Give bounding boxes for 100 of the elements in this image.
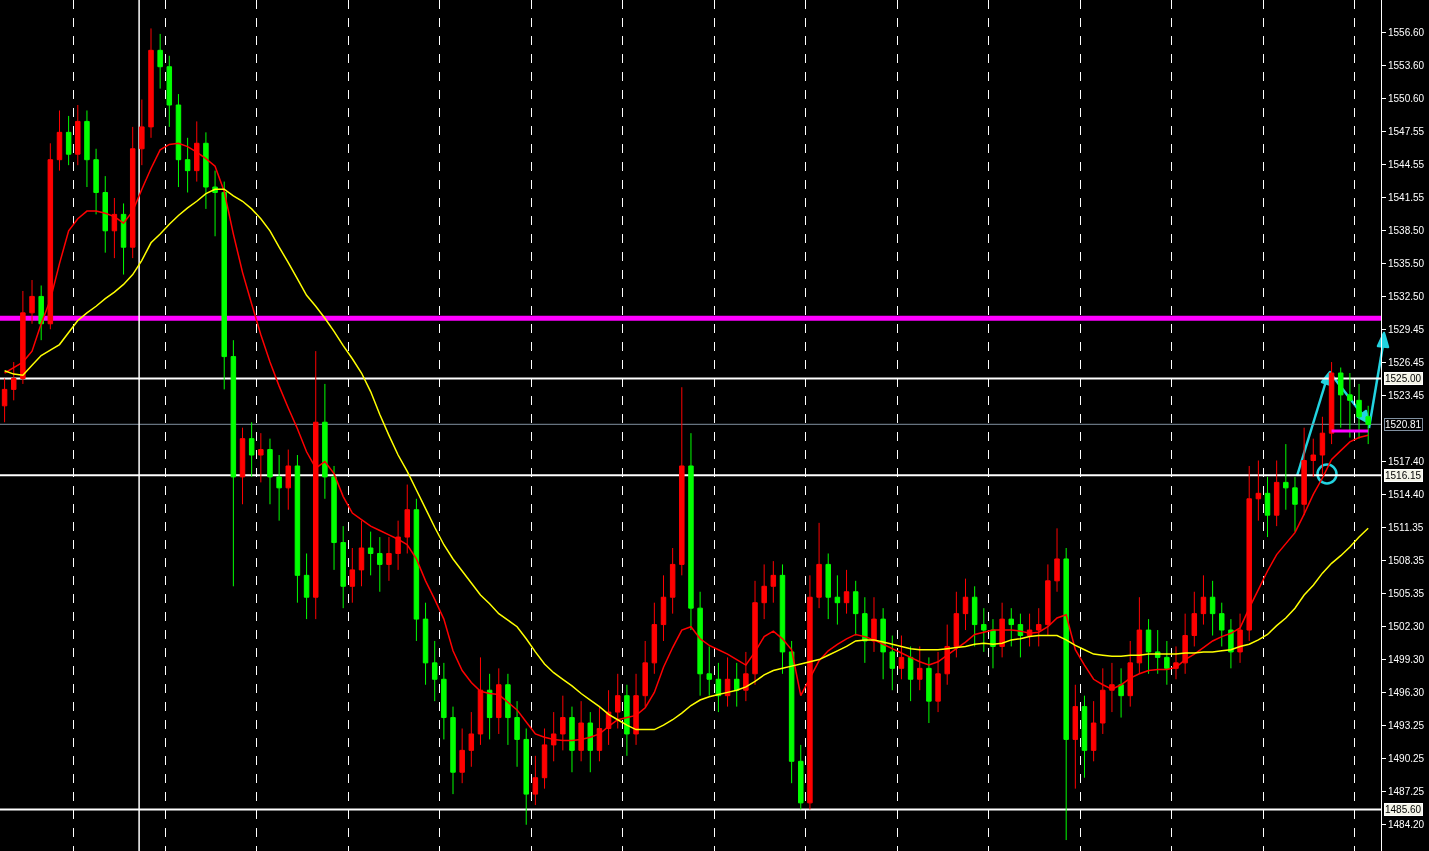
candlestick xyxy=(1072,684,1079,790)
y-tick-label: 1496.30 xyxy=(1388,686,1425,698)
candlestick xyxy=(441,662,447,740)
candlestick xyxy=(505,673,511,746)
candlestick xyxy=(377,536,383,593)
candlestick xyxy=(1164,640,1170,686)
candlestick xyxy=(779,563,786,675)
candlestick xyxy=(413,498,420,642)
candlestick xyxy=(871,596,877,653)
candlestick xyxy=(615,673,621,729)
candlestick xyxy=(93,148,99,215)
candlestick xyxy=(386,536,392,582)
candlestick xyxy=(1136,596,1143,675)
candlestick xyxy=(175,93,182,188)
y-tick-label: 1502.30 xyxy=(1388,621,1425,633)
candlestick xyxy=(898,635,905,680)
candlestick xyxy=(1008,607,1015,647)
candlestick xyxy=(303,552,310,620)
y-tick-label: 1511.35 xyxy=(1388,522,1424,534)
candlestick xyxy=(1283,443,1289,511)
candlestick xyxy=(907,645,914,702)
y-tick-label: 1523.45 xyxy=(1388,389,1425,401)
candlestick xyxy=(367,531,374,576)
candlestick xyxy=(1145,618,1152,675)
candlestick xyxy=(111,197,118,259)
candlestick xyxy=(788,640,795,784)
candlestick xyxy=(642,640,648,708)
y-tick-label: 1484.20 xyxy=(1388,819,1425,831)
candlestick xyxy=(349,547,356,604)
candlestick xyxy=(120,202,127,276)
candlestick xyxy=(29,279,35,325)
candlestick xyxy=(431,640,438,702)
candlestick xyxy=(880,607,886,680)
candlestick xyxy=(1191,591,1198,647)
candlestick xyxy=(798,744,804,810)
candlestick xyxy=(157,33,163,90)
y-tick-label: 1535.50 xyxy=(1388,258,1425,270)
candlestick xyxy=(1209,580,1216,637)
candlestick xyxy=(84,109,90,188)
candlestick xyxy=(285,449,292,511)
candlestick xyxy=(221,181,227,390)
candlestick xyxy=(569,706,575,773)
candlestick xyxy=(1090,700,1097,762)
candlestick xyxy=(1337,367,1344,429)
candlestick xyxy=(935,651,941,713)
candlestick xyxy=(203,131,209,210)
candlestick xyxy=(258,432,264,483)
candlestick xyxy=(733,662,740,708)
candlestick xyxy=(1356,383,1362,440)
candlestick xyxy=(697,591,703,697)
candlestick xyxy=(889,635,896,691)
y-tick-label: 1556.60 xyxy=(1388,27,1425,39)
candlestick xyxy=(523,727,529,826)
candlestick xyxy=(422,602,429,686)
candlestick xyxy=(294,454,301,604)
y-tick-label: 1538.50 xyxy=(1388,225,1425,237)
candlestick xyxy=(651,602,658,675)
candlestick xyxy=(926,656,932,724)
candlestick xyxy=(999,602,1005,658)
candlestick xyxy=(486,673,493,740)
candlestick xyxy=(660,574,667,642)
candlestick xyxy=(212,170,218,237)
candlestick xyxy=(450,706,456,795)
candlestick xyxy=(148,27,154,139)
candlestick xyxy=(459,727,465,784)
candlestick xyxy=(1,377,8,423)
candlestick xyxy=(340,525,346,609)
candlestick xyxy=(688,432,694,631)
candlestick xyxy=(862,596,868,664)
y-tick-label: 1526.45 xyxy=(1388,357,1425,369)
candlestick xyxy=(166,55,173,128)
candlestick xyxy=(1026,613,1033,647)
candlestick xyxy=(1118,667,1124,719)
y-tick-label: 1487.25 xyxy=(1388,785,1425,797)
candlestick xyxy=(1035,607,1042,647)
y-tick-label: 1499.30 xyxy=(1388,654,1425,666)
candlestick xyxy=(816,522,822,609)
candlestick xyxy=(184,137,191,194)
candlestick xyxy=(1200,574,1207,626)
candlestick xyxy=(276,454,282,522)
ref-line-label: 1520.81 xyxy=(1385,419,1422,430)
ref-line-label: 1516.15 xyxy=(1385,470,1422,481)
y-tick-label: 1550.60 xyxy=(1388,92,1425,104)
candlestick xyxy=(65,115,72,166)
y-tick-label: 1541.55 xyxy=(1388,191,1425,203)
ref-line-label: 1525.00 xyxy=(1385,373,1422,384)
candlestick xyxy=(981,607,987,653)
candlestick xyxy=(743,651,749,702)
candlestick xyxy=(395,520,401,571)
candlestick xyxy=(102,175,108,254)
ref-line-label: 1485.60 xyxy=(1385,804,1422,815)
candlestick xyxy=(1045,563,1051,637)
candlestick xyxy=(56,109,63,172)
candlestick xyxy=(715,662,722,713)
candlestick xyxy=(404,484,410,554)
candlestick xyxy=(1054,527,1060,593)
y-tick-label: 1529.45 xyxy=(1388,324,1425,336)
candlestick xyxy=(20,290,26,385)
candlestick xyxy=(1109,662,1115,713)
candlestick xyxy=(267,438,273,505)
